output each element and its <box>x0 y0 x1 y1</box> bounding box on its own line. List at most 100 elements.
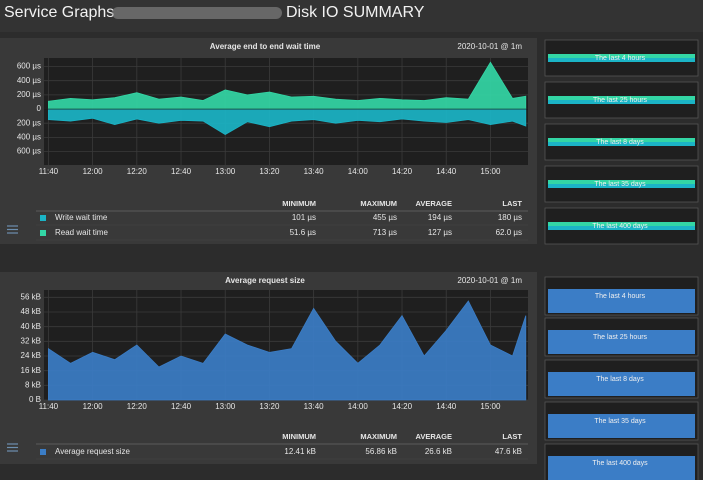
table-header: MINIMUM <box>282 432 316 441</box>
table-header: LAST <box>502 199 522 208</box>
thumbnail-band <box>548 58 695 62</box>
y-tick-label: 0 <box>37 104 42 113</box>
area <box>48 300 527 401</box>
table-cell: 62.0 µs <box>496 228 522 237</box>
table-header: MAXIMUM <box>360 199 397 208</box>
y-tick-label: 200 µs <box>17 90 41 99</box>
x-tick-label: 14:20 <box>392 167 413 176</box>
thumbnail-label: The last 4 hours <box>595 55 646 62</box>
x-tick-label: 13:00 <box>215 402 236 411</box>
x-tick-label: 15:00 <box>480 167 501 176</box>
timestamp: 2020-10-01 @ 1m <box>457 42 522 51</box>
x-tick-label: 12:00 <box>83 402 104 411</box>
thumbnail-label: The last 8 days <box>596 376 644 383</box>
thumbnail-label: The last 25 hours <box>593 334 648 341</box>
area <box>48 108 527 135</box>
table-header: AVERAGE <box>415 432 452 441</box>
x-tick-label: 12:40 <box>171 402 192 411</box>
x-tick-label: 13:40 <box>304 402 325 411</box>
table-cell: 180 µs <box>498 213 522 222</box>
thumbnail-band <box>548 54 695 59</box>
graph-title: Average end to end wait time <box>210 42 321 51</box>
y-tick-label: 8 kB <box>25 380 41 389</box>
service-name: Disk IO SUMMARY <box>286 4 425 21</box>
header-title: Service Graphs <box>4 4 114 21</box>
y-tick-label: 56 kB <box>21 292 41 301</box>
legend-swatch <box>40 449 46 455</box>
y-tick-label: 48 kB <box>21 307 41 316</box>
y-tick-label: 16 kB <box>21 366 41 375</box>
table-cell: 47.6 kB <box>495 447 522 456</box>
x-tick-label: 11:40 <box>39 167 59 176</box>
thumbnail-band <box>548 222 695 227</box>
thumbnail-band <box>548 289 695 313</box>
table-header: LAST <box>502 432 522 441</box>
table-cell: 713 µs <box>373 228 397 237</box>
graph-title: Average request size <box>225 276 305 285</box>
thumbnail-label: The last 4 hours <box>595 293 646 300</box>
legend-swatch <box>40 215 46 221</box>
menu-icon[interactable] <box>7 225 18 234</box>
y-tick-label: 200 µs <box>17 118 41 127</box>
thumbnail-label: The last 400 days <box>592 223 648 230</box>
table-cell: 56.86 kB <box>365 447 397 456</box>
table-cell: 194 µs <box>428 213 452 222</box>
x-tick-label: 12:20 <box>127 167 148 176</box>
thumbnail-label: The last 400 days <box>592 460 648 467</box>
thumbnail-band <box>548 96 695 101</box>
thumbnail-label: The last 25 hours <box>593 97 648 104</box>
table-cell: 51.6 µs <box>290 228 316 237</box>
legend-swatch <box>40 230 46 236</box>
x-tick-label: 11:40 <box>39 402 59 411</box>
legend-label: Average request size <box>55 447 131 456</box>
y-tick-label: 600 µs <box>17 62 41 71</box>
x-tick-label: 13:20 <box>259 402 280 411</box>
legend-label: Read wait time <box>55 228 108 237</box>
timestamp: 2020-10-01 @ 1m <box>457 276 522 285</box>
x-tick-label: 13:40 <box>304 167 325 176</box>
thumbnail-band <box>548 372 695 396</box>
thumbnail-band <box>548 142 695 146</box>
x-tick-label: 14:20 <box>392 402 413 411</box>
x-tick-label: 14:00 <box>348 167 369 176</box>
thumbnail-label: The last 8 days <box>596 139 644 146</box>
y-tick-label: 400 µs <box>17 132 41 141</box>
y-tick-label: 400 µs <box>17 76 41 85</box>
y-tick-label: 32 kB <box>21 336 41 345</box>
redacted <box>112 7 282 19</box>
x-tick-label: 12:00 <box>83 167 104 176</box>
table-cell: 455 µs <box>373 213 397 222</box>
menu-icon[interactable] <box>7 443 18 452</box>
table-header: AVERAGE <box>415 199 452 208</box>
y-tick-label: 40 kB <box>21 322 41 331</box>
y-tick-label: 24 kB <box>21 351 41 360</box>
x-tick-label: 13:00 <box>215 167 236 176</box>
table-cell: 101 µs <box>292 213 316 222</box>
table-cell: 26.6 kB <box>425 447 452 456</box>
y-tick-label: 0 B <box>29 395 41 404</box>
x-tick-label: 14:40 <box>436 167 457 176</box>
x-tick-label: 14:00 <box>348 402 369 411</box>
x-tick-label: 12:20 <box>127 402 148 411</box>
x-tick-label: 14:40 <box>436 402 457 411</box>
thumbnail-band <box>548 414 695 438</box>
thumbnail-band <box>548 138 695 143</box>
y-tick-label: 600 µs <box>17 147 41 156</box>
thumbnail-label: The last 35 days <box>594 418 646 425</box>
table-header: MAXIMUM <box>360 432 397 441</box>
x-tick-label: 15:00 <box>480 402 501 411</box>
thumbnail-band <box>548 180 695 185</box>
thumbnail-band <box>548 330 695 354</box>
table-header: MINIMUM <box>282 199 316 208</box>
thumbnail-label: The last 35 days <box>594 181 646 188</box>
x-tick-label: 13:20 <box>259 167 280 176</box>
table-cell: 127 µs <box>428 228 452 237</box>
legend-label: Write wait time <box>55 213 108 222</box>
thumbnail-band <box>548 100 695 104</box>
thumbnail-band <box>548 226 695 230</box>
thumbnail-band <box>548 184 695 188</box>
area <box>48 61 527 110</box>
table-cell: 12.41 kB <box>284 447 316 456</box>
x-tick-label: 12:40 <box>171 167 192 176</box>
